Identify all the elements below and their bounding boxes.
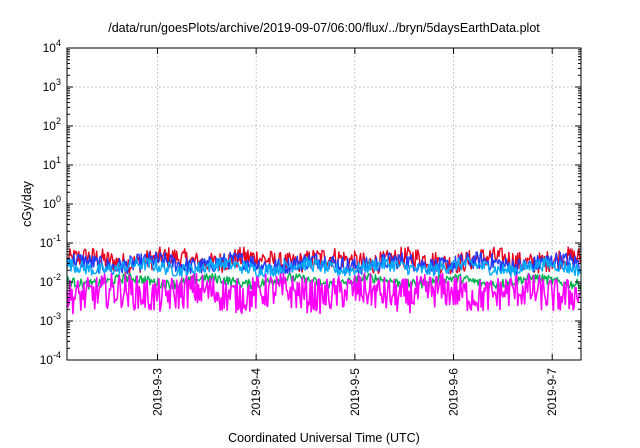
y-tick-label: 101 [43, 155, 61, 172]
x-tick-label: 2019-9-4 [249, 368, 263, 416]
y-tick-label: 10-4 [40, 350, 61, 367]
grid [67, 48, 581, 360]
y-tick-label: 103 [43, 77, 61, 94]
y-tick-label: 10-3 [40, 311, 61, 328]
y-tick-label: 102 [43, 116, 61, 133]
series-line [66, 256, 582, 278]
x-tick-label: 2019-9-5 [348, 368, 362, 416]
series-layer [66, 246, 582, 315]
y-axis-label: cGy/day [20, 180, 34, 227]
y-tick-label: 10-2 [40, 272, 61, 289]
x-tick-label: 2019-9-3 [150, 368, 164, 416]
x-tick-label: 2019-9-7 [545, 368, 559, 416]
x-axis: 2019-9-3 2019-9-4 2019-9-5 2019-9-6 2019-9-7 [150, 48, 559, 416]
y-tick-label: 10-1 [40, 233, 61, 250]
y-axis: 10-4 10-3 10-2 10-1 100 101 102 103 104 [40, 38, 581, 367]
y-tick-label: 100 [43, 194, 61, 211]
x-tick-label: 2019-9-6 [447, 368, 461, 416]
x-axis-label: Coordinated Universal Time (UTC) [228, 431, 420, 445]
series-line [66, 272, 582, 315]
y-tick-label: 104 [43, 38, 61, 55]
series-line [66, 272, 582, 290]
chart-title: /data/run/goesPlots/archive/2019-09-07/0… [108, 21, 540, 35]
